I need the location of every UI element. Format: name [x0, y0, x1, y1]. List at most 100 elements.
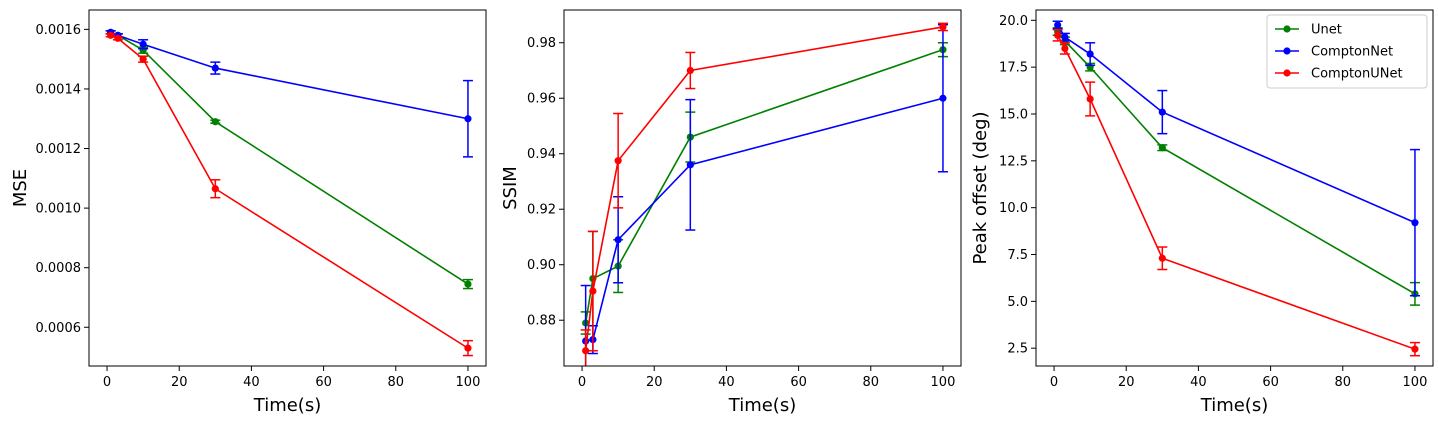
y-tick-label: 0.0008: [36, 261, 82, 276]
x-tick-label: 80: [862, 375, 879, 390]
y-axis-label: Peak offset (deg): [970, 111, 991, 264]
data-point: [211, 118, 219, 126]
legend-marker: [1283, 25, 1291, 33]
x-axis-label: Time(s): [253, 395, 321, 416]
legend-label: ComptonNet: [1311, 45, 1393, 60]
x-tick-label: 40: [243, 375, 260, 390]
data-point: [211, 185, 219, 193]
y-tick-label: 7.5: [1007, 248, 1028, 263]
data-point: [614, 236, 622, 244]
y-axis-label: SSIM: [500, 166, 521, 210]
series-comptonunet: [1052, 28, 1420, 357]
data-point: [1086, 50, 1094, 58]
x-tick-label: 20: [1118, 375, 1135, 390]
data-point: [686, 66, 694, 75]
chart-panel-1: 0.0006 0.0008 0.0010 0.0012 0.0014 0.0016 0 20 4…: [10, 9, 487, 416]
axes-frame: [563, 9, 962, 367]
series-line: [110, 31, 469, 285]
y-tick-label: 5.0: [1007, 295, 1028, 310]
legend-marker: [1283, 69, 1291, 77]
y-tick-label: 0.0014: [36, 82, 82, 97]
data-point: [939, 94, 947, 102]
y-tick-label: 0.96: [527, 92, 556, 107]
data-point: [1061, 33, 1069, 41]
data-point: [1411, 345, 1419, 353]
series-line: [110, 31, 469, 120]
chart-panel-3: 2.5 5.0 7.5 10.0 12.5 15.0 17.5 20.0 0 20 40 60 80 10…: [970, 9, 1434, 416]
plot-area: [1052, 20, 1420, 357]
legend-label: Unet: [1311, 23, 1342, 38]
data-point: [1158, 144, 1166, 152]
x-tick-label: 0: [1050, 375, 1058, 390]
x-axis-label: Time(s): [1200, 395, 1268, 416]
data-point: [1054, 21, 1062, 29]
data-point: [464, 115, 472, 123]
y-tick-label: 0.0006: [36, 321, 82, 336]
series-comptonunet: [105, 31, 473, 357]
x-axis-label: Time(s): [728, 395, 796, 416]
y-tick-label: 17.5: [999, 61, 1028, 76]
data-point: [139, 40, 147, 48]
y-tick-label: 10.0: [999, 201, 1028, 216]
legend: Unet ComptonNet ComptonUNet: [1266, 14, 1428, 89]
data-point: [1086, 95, 1094, 103]
y-tick-label: 0.0012: [36, 142, 82, 157]
y-tick-label: 0.88: [527, 314, 556, 329]
y-axis-label: MSE: [10, 169, 31, 207]
data-point: [614, 157, 622, 165]
legend-marker: [1283, 47, 1291, 55]
y-tick-label: 0.94: [527, 147, 556, 162]
y-tick-label: 15.0: [999, 107, 1028, 122]
x-tick-label: 0: [578, 375, 586, 390]
y-tick-label: 20.0: [999, 14, 1028, 29]
series-line: [584, 26, 944, 351]
series-line: [584, 48, 944, 324]
x-tick-label: 100: [1403, 375, 1428, 390]
x-tick-label: 20: [646, 375, 663, 390]
x-tick-label: 60: [790, 375, 807, 390]
series-comptonunet: [580, 22, 948, 366]
x-tick-label: 60: [1262, 375, 1279, 390]
series-comptonnet: [105, 28, 473, 158]
y-tick-label: 0.0016: [36, 23, 82, 38]
series-comptonnet: [580, 23, 948, 366]
x-tick-label: 80: [1334, 375, 1351, 390]
data-point: [939, 23, 947, 31]
data-point: [1158, 108, 1166, 116]
x-tick-label: 100: [456, 375, 481, 390]
x-tick-label: 40: [718, 375, 735, 390]
chart-panel-2: 0.88 0.90 0.92 0.94 0.96 0.98 0 20 40 60 80 100 Time…: [500, 9, 962, 416]
plot-area: [580, 22, 948, 366]
x-tick-label: 0: [103, 375, 111, 390]
y-tick-label: 0.0010: [36, 202, 82, 217]
y-tick-label: 2.5: [1007, 342, 1028, 357]
series-unet: [580, 41, 948, 335]
x-tick-label: 20: [171, 375, 188, 390]
data-point: [211, 64, 219, 72]
data-point: [686, 161, 694, 169]
data-point: [464, 344, 472, 352]
data-point: [1411, 219, 1419, 227]
y-tick-label: 0.98: [527, 36, 556, 51]
data-point: [464, 280, 472, 288]
y-tick-label: 0.90: [527, 258, 556, 273]
axes-frame: [1035, 9, 1434, 367]
data-point: [589, 287, 597, 295]
axes-frame: [88, 9, 487, 367]
y-tick-label: 0.92: [527, 203, 556, 218]
data-point: [107, 31, 115, 39]
plot-area: [105, 28, 473, 357]
x-tick-label: 60: [315, 375, 332, 390]
series-unet: [105, 28, 473, 290]
x-tick-label: 40: [1190, 375, 1207, 390]
data-point: [1054, 31, 1062, 39]
legend-box: [1266, 14, 1428, 89]
x-tick-label: 100: [931, 375, 956, 390]
legend-label: ComptonUNet: [1311, 67, 1403, 82]
data-point: [114, 34, 122, 42]
data-point: [1158, 254, 1166, 262]
data-point: [582, 347, 590, 355]
y-tick-label: 12.5: [999, 154, 1028, 169]
data-point: [139, 55, 147, 63]
